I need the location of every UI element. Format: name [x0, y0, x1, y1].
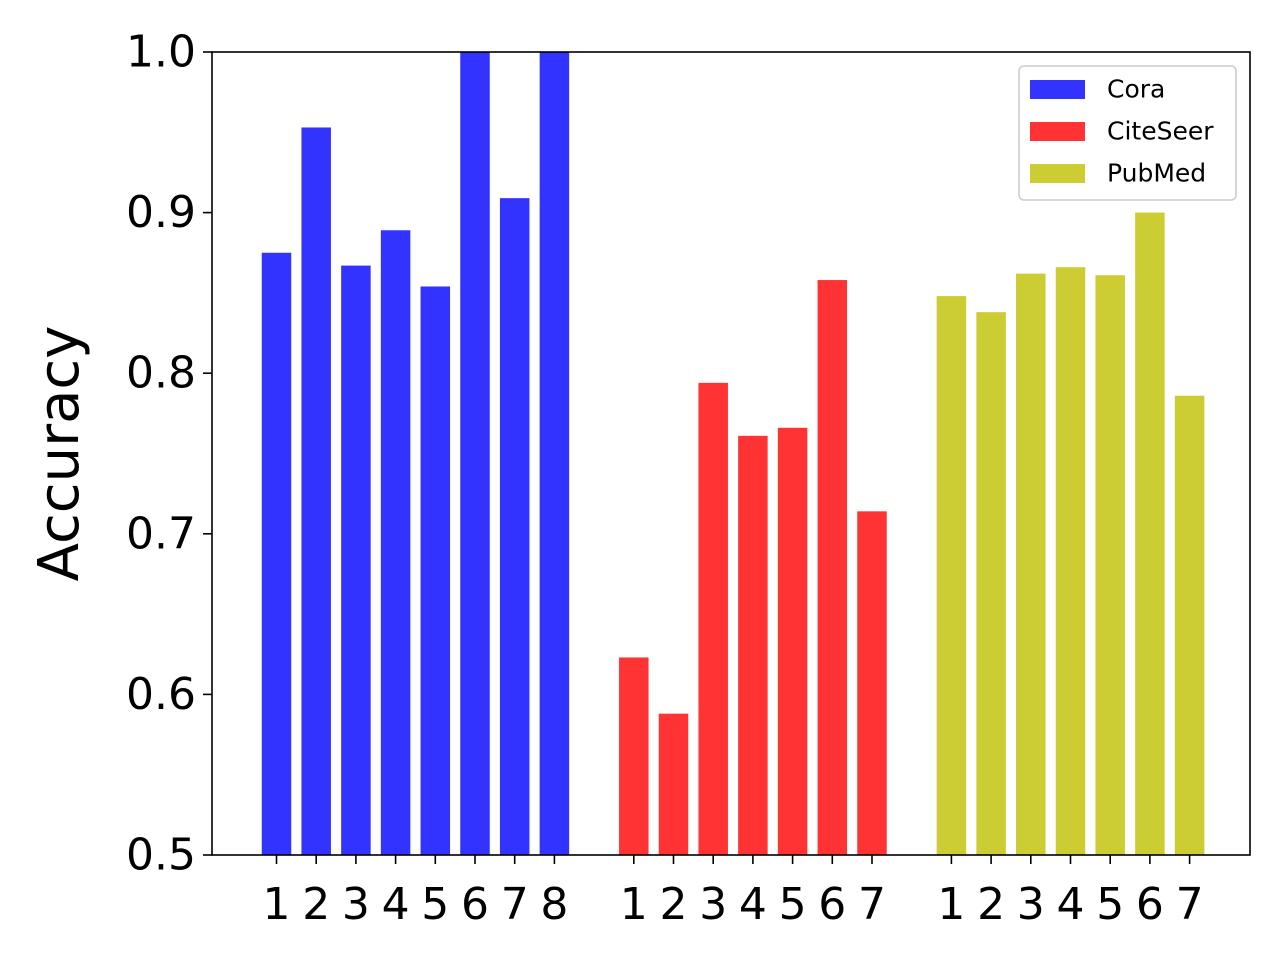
- bars-layer: [261, 52, 1205, 856]
- y-tick-label: 1.0: [126, 27, 196, 78]
- y-axis-ticks: 0.5 0.6 0.7 0.8 0.9 1.0: [126, 27, 212, 881]
- x-tick-label: 7: [1176, 879, 1204, 930]
- x-tick-label: 5: [1096, 879, 1124, 930]
- bar-pubmed-7: [1174, 395, 1205, 855]
- x-tick-label: 8: [540, 879, 568, 930]
- bar-citeseer-1: [619, 657, 649, 855]
- bar-cora-8: [539, 52, 570, 855]
- legend-swatch-pubmed: [1030, 164, 1085, 183]
- x-tick-label: 7: [501, 879, 529, 930]
- x-tick-label: 3: [342, 879, 370, 930]
- bar-pubmed-5: [1095, 275, 1125, 855]
- bar-cora-4: [380, 230, 411, 856]
- bar-cora-1: [261, 252, 292, 855]
- x-tick-label: 3: [1017, 879, 1045, 930]
- bar-citeseer-5: [777, 427, 808, 855]
- bar-cora-7: [499, 198, 530, 855]
- plot-frame: [211, 51, 1251, 856]
- bar-citeseer-3: [698, 382, 728, 855]
- x-tick-label: 1: [937, 879, 965, 930]
- bar-cora-5: [420, 286, 451, 855]
- x-tick-label: 4: [382, 879, 410, 930]
- y-tick-label: 0.5: [126, 830, 196, 881]
- x-tick-label: 4: [1057, 879, 1085, 930]
- x-tick-label: 6: [1136, 879, 1164, 930]
- x-tick-label: 4: [739, 879, 767, 930]
- bar-cora-6: [460, 52, 490, 855]
- legend: Cora CiteSeer PubMed: [1018, 65, 1237, 201]
- bar-pubmed-3: [1016, 273, 1046, 855]
- y-tick-label: 0.8: [126, 348, 196, 399]
- bar-citeseer-7: [857, 511, 887, 855]
- x-tick-label: 2: [977, 879, 1005, 930]
- legend-swatch-cora: [1030, 80, 1085, 99]
- bar-citeseer-4: [738, 435, 768, 855]
- legend-label-citeseer: CiteSeer: [1107, 117, 1214, 146]
- x-tick-label: 2: [660, 879, 688, 930]
- x-tick-label: 6: [818, 879, 846, 930]
- bar-pubmed-1: [936, 296, 967, 855]
- x-tick-label: 1: [620, 879, 648, 930]
- bar-pubmed-6: [1135, 212, 1165, 856]
- legend-swatch-citeseer: [1030, 122, 1085, 141]
- x-tick-label: 7: [858, 879, 886, 930]
- bar-cora-2: [301, 127, 331, 856]
- x-tick-label: 5: [421, 879, 449, 930]
- x-tick-label: 1: [263, 879, 291, 930]
- x-tick-label: 5: [779, 879, 807, 930]
- x-tick-label: 3: [699, 879, 727, 930]
- y-axis-label: Accuracy: [27, 326, 92, 582]
- x-tick-label: 6: [461, 879, 489, 930]
- y-tick-label: 0.7: [126, 508, 196, 559]
- bar-citeseer-6: [817, 280, 848, 855]
- y-tick-label: 0.6: [126, 669, 196, 720]
- legend-label-pubmed: PubMed: [1107, 159, 1206, 188]
- y-tick-label: 0.9: [126, 187, 196, 238]
- bar-citeseer-2: [658, 713, 689, 855]
- bar-pubmed-4: [1055, 267, 1086, 856]
- bar-cora-3: [341, 265, 371, 855]
- bar-pubmed-2: [976, 312, 1006, 855]
- legend-label-cora: Cora: [1107, 75, 1165, 104]
- x-tick-label: 2: [302, 879, 330, 930]
